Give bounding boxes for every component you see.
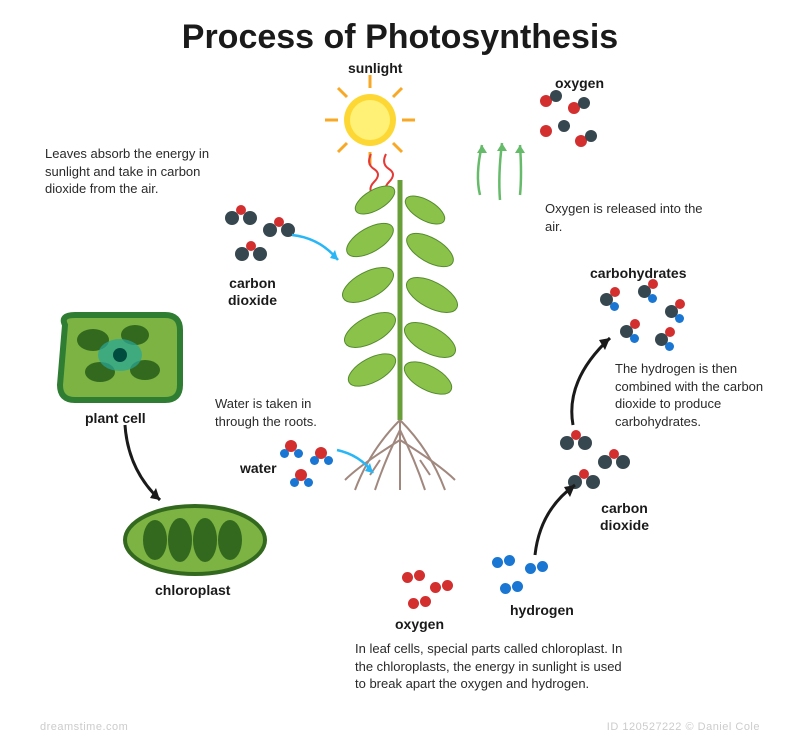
water-taken-caption: Water is taken in through the roots. xyxy=(215,395,355,430)
hydrogen-to-co2-arrow xyxy=(530,480,585,560)
oxygen-top-label: oxygen xyxy=(555,75,604,92)
watermark-right: ID 120527222 © Daniel Cole xyxy=(607,721,760,733)
leaf-cells-caption: In leaf cells, special parts called chlo… xyxy=(355,640,635,693)
oxygen-cluster-bottom xyxy=(400,570,455,620)
plant-cell-icon xyxy=(55,310,185,410)
oxygen-molecule-cluster-top xyxy=(540,90,600,160)
oxygen-bottom-label: oxygen xyxy=(395,616,444,633)
hydrogen-cluster xyxy=(490,555,550,605)
carbohydrates-label: carbohydrates xyxy=(590,265,686,282)
co2-left-label: carbon dioxide xyxy=(228,275,277,309)
water-molecule-cluster xyxy=(280,435,340,490)
watermark-left: dreamstime.com xyxy=(40,721,128,733)
water-label: water xyxy=(240,460,277,477)
sunlight-label: sunlight xyxy=(348,60,402,77)
leaves-absorb-caption: Leaves absorb the energy in sunlight and… xyxy=(45,145,240,198)
cell-to-chloroplast-arrow xyxy=(120,420,180,510)
water-arrow-in xyxy=(335,445,380,480)
page-title: Process of Photosynthesis xyxy=(0,18,800,57)
hydrogen-label: hydrogen xyxy=(510,602,574,619)
co2-right-label: carbon dioxide xyxy=(600,500,649,534)
chloroplast-icon xyxy=(120,500,270,585)
co2-arrow-in xyxy=(290,230,345,270)
oxygen-up-arrows xyxy=(470,135,530,205)
co2-cluster-left xyxy=(225,205,300,275)
oxygen-released-caption: Oxygen is released into the air. xyxy=(545,200,715,235)
chloroplast-label: chloroplast xyxy=(155,582,230,599)
co2-to-carb-arrow xyxy=(565,330,625,430)
hydrogen-combined-caption: The hydrogen is then combined with the c… xyxy=(615,360,775,430)
